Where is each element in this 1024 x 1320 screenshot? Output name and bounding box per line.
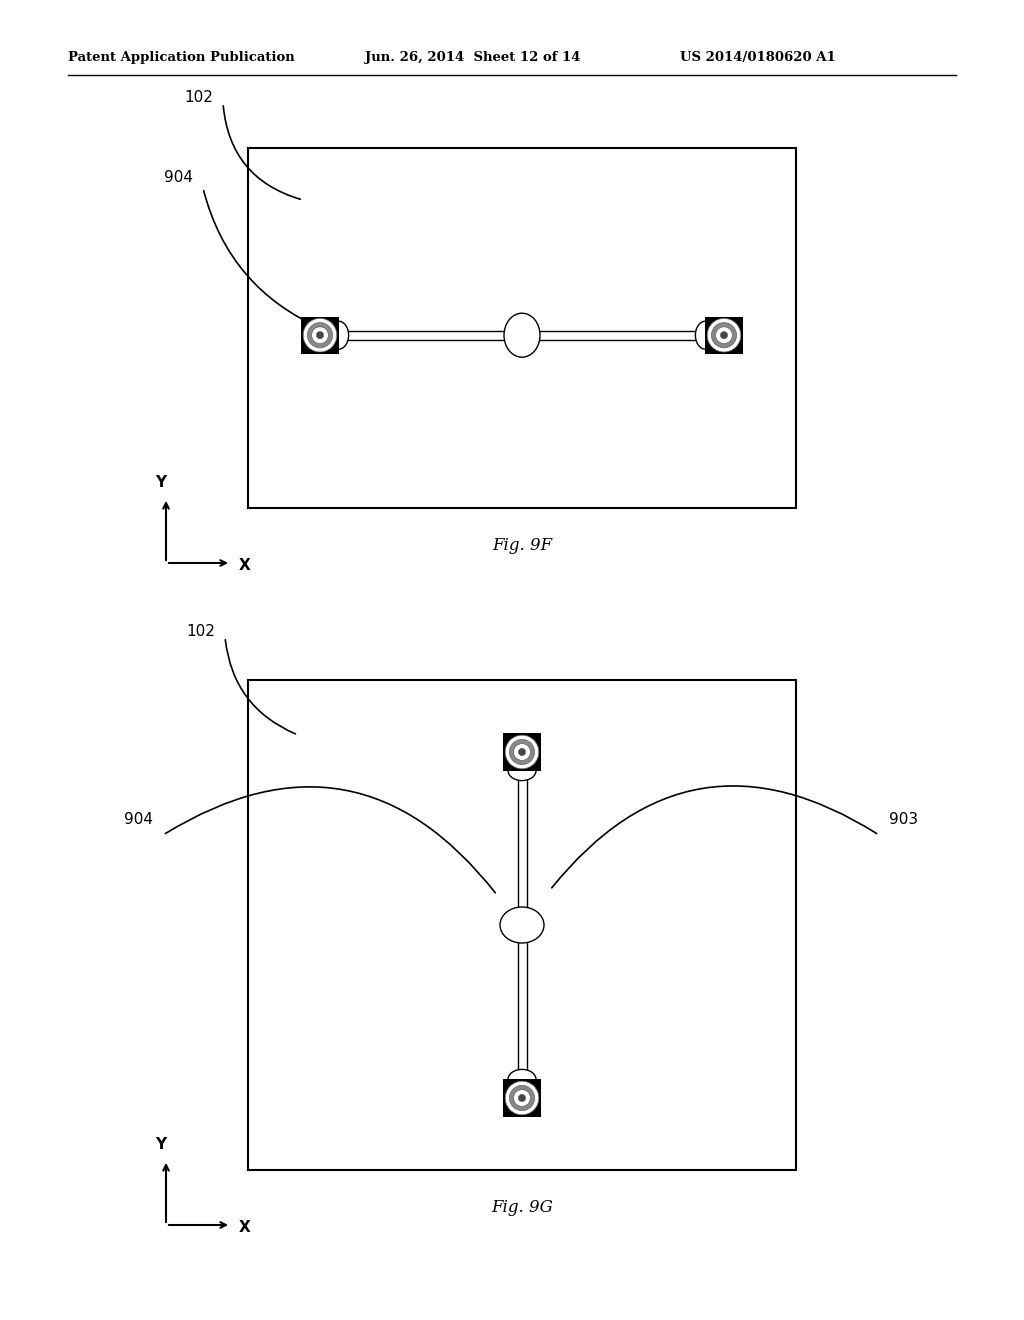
Circle shape	[311, 327, 329, 343]
Circle shape	[514, 743, 530, 760]
Circle shape	[712, 322, 736, 347]
Text: Fig. 9G: Fig. 9G	[492, 1200, 553, 1217]
Text: 102: 102	[186, 624, 215, 639]
Ellipse shape	[329, 321, 348, 350]
Text: Y: Y	[156, 1137, 167, 1152]
Circle shape	[708, 318, 740, 352]
Bar	[517, 772, 526, 1077]
Bar	[504, 1080, 541, 1117]
Circle shape	[518, 1094, 525, 1102]
Bar	[341, 331, 703, 339]
Ellipse shape	[504, 313, 540, 358]
Circle shape	[721, 331, 728, 339]
Ellipse shape	[695, 321, 716, 350]
Text: Fig. 9F: Fig. 9F	[492, 537, 552, 554]
Ellipse shape	[508, 1069, 536, 1089]
Circle shape	[518, 748, 525, 755]
Circle shape	[307, 322, 333, 347]
Text: Y: Y	[156, 475, 167, 490]
Bar	[706, 317, 742, 354]
Ellipse shape	[500, 907, 544, 942]
Circle shape	[509, 739, 535, 764]
Circle shape	[316, 331, 324, 339]
Ellipse shape	[508, 760, 536, 780]
Text: Patent Application Publication: Patent Application Publication	[68, 51, 295, 65]
Circle shape	[716, 327, 732, 343]
Text: 102: 102	[184, 91, 213, 106]
Text: X: X	[239, 557, 251, 573]
Text: 904: 904	[164, 170, 193, 186]
Text: US 2014/0180620 A1: US 2014/0180620 A1	[680, 51, 836, 65]
Circle shape	[505, 735, 539, 768]
Text: 903: 903	[889, 813, 919, 828]
Text: X: X	[239, 1220, 251, 1234]
Bar	[248, 680, 796, 1170]
Bar	[301, 317, 339, 354]
Bar	[248, 148, 796, 508]
Circle shape	[514, 1089, 530, 1106]
Circle shape	[509, 1085, 535, 1110]
Text: 904: 904	[124, 813, 153, 828]
Bar	[504, 734, 541, 771]
Text: Jun. 26, 2014  Sheet 12 of 14: Jun. 26, 2014 Sheet 12 of 14	[365, 51, 581, 65]
Circle shape	[303, 318, 337, 352]
Circle shape	[505, 1081, 539, 1115]
